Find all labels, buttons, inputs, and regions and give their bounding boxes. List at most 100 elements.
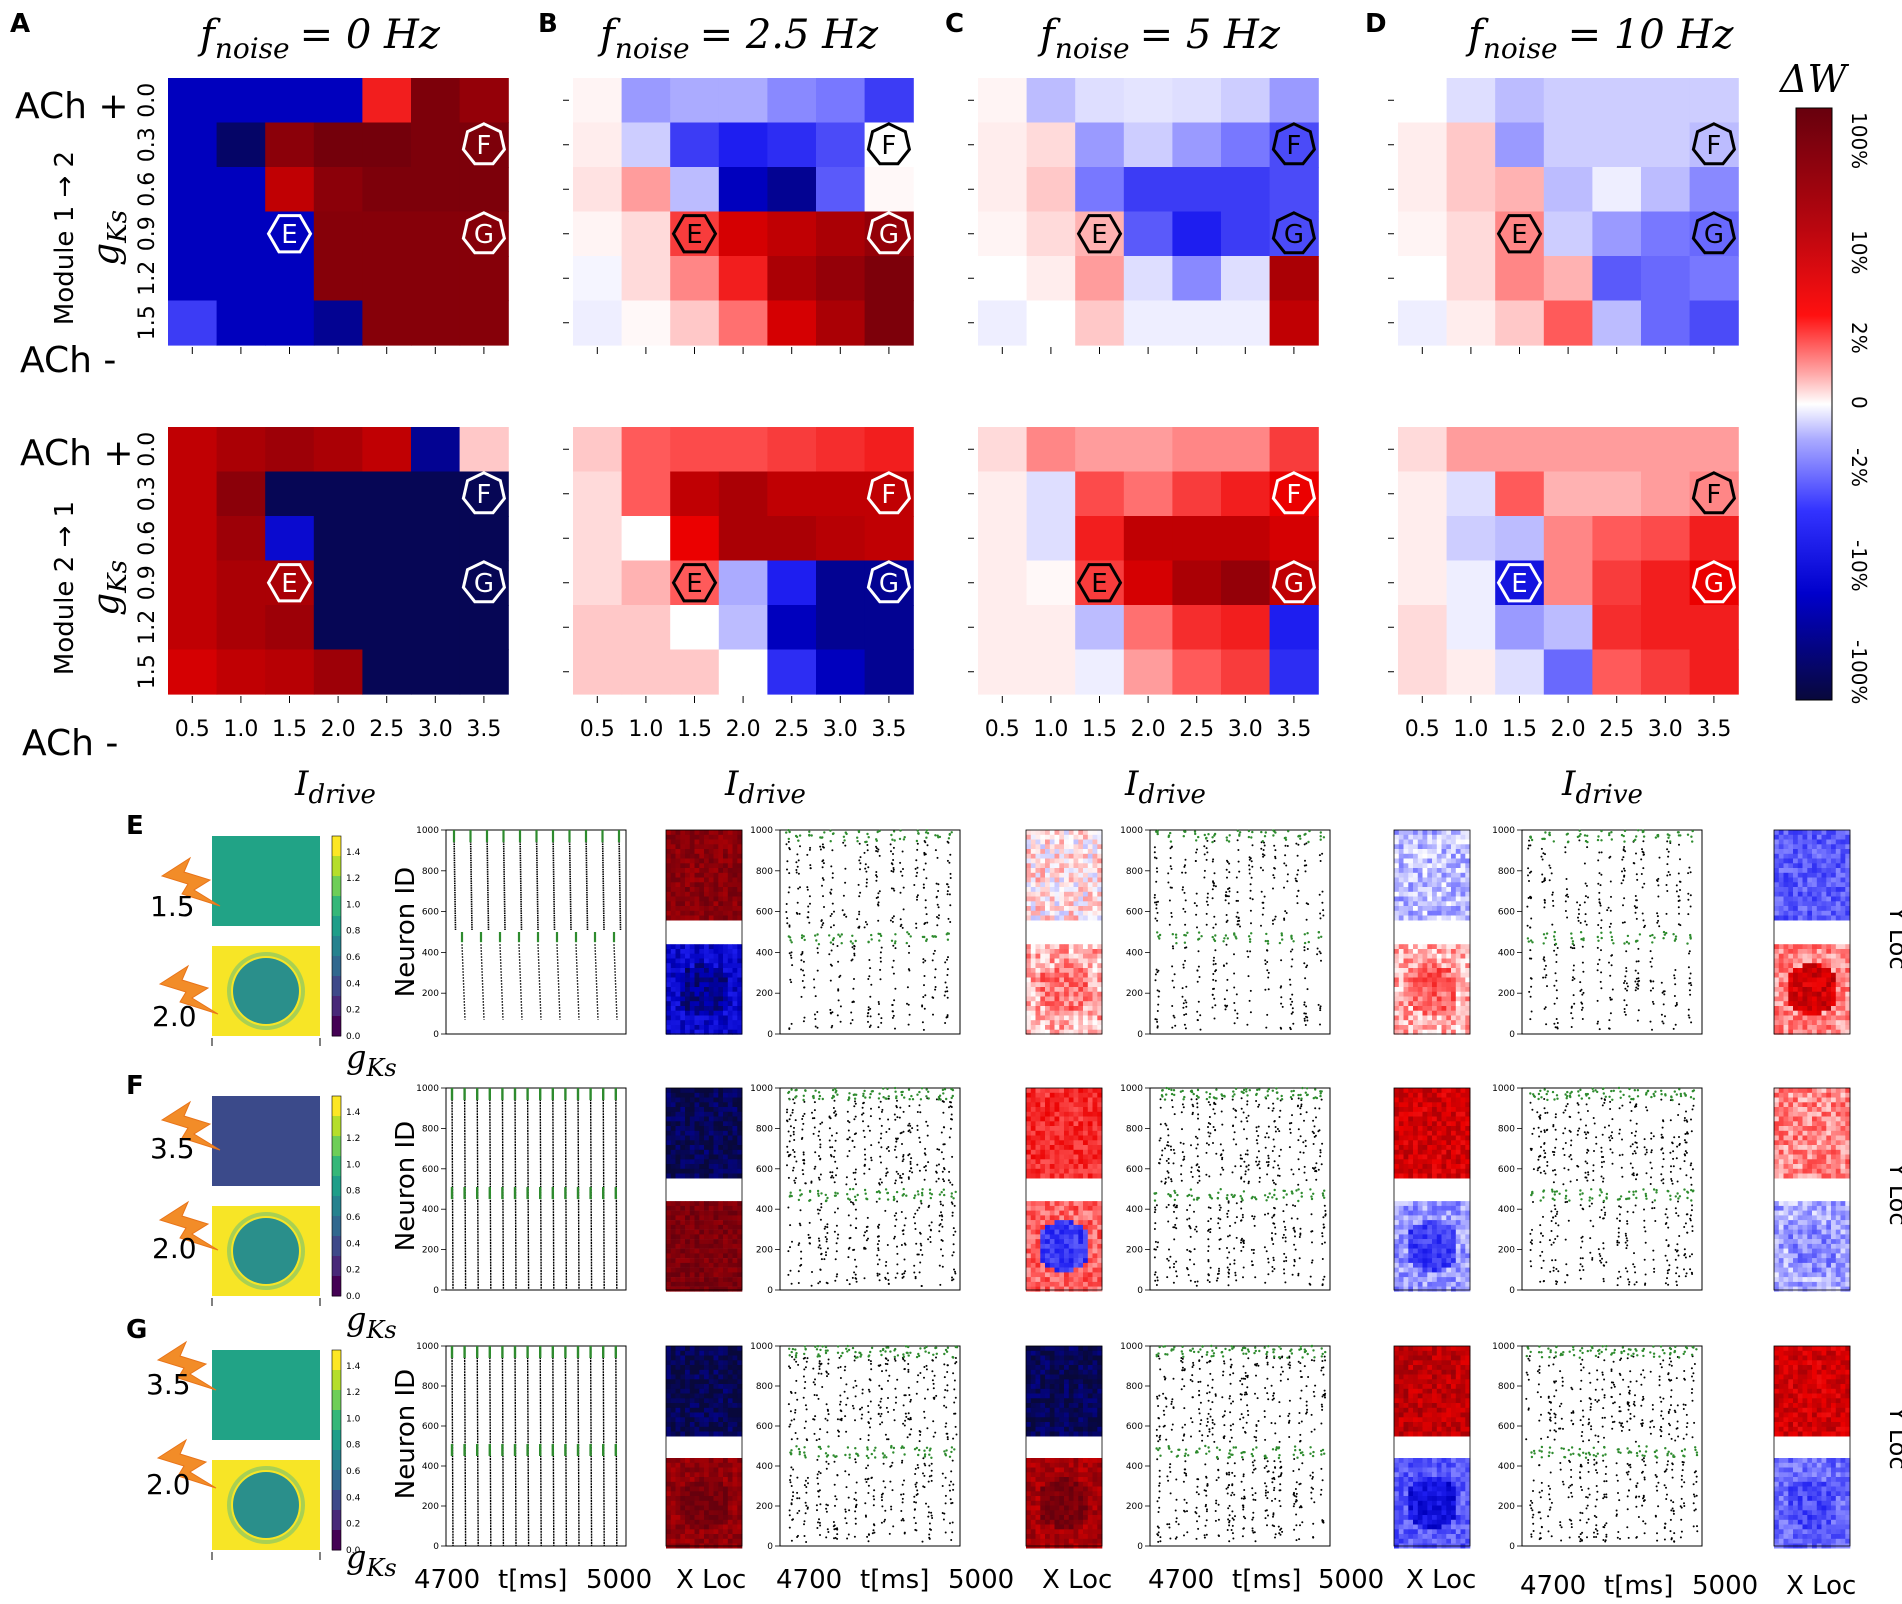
weight-pixel: [1394, 830, 1399, 835]
weight-pixel: [680, 839, 686, 845]
weight-pixel: [1451, 849, 1456, 854]
weight-pixel: [1465, 839, 1471, 845]
weight-pixel: [1408, 877, 1414, 883]
weight-pixel: [1422, 915, 1428, 921]
weight-pixel: [732, 830, 738, 835]
heatmap-cell: [718, 427, 768, 473]
weight-pixel: [675, 887, 681, 892]
weight-pixel: [1826, 963, 1832, 969]
weight-pixel: [1793, 1029, 1798, 1035]
weight-pixel: [1054, 968, 1060, 973]
spike-dot: [1236, 1012, 1239, 1015]
weight-pixel: [1413, 858, 1418, 864]
weight-pixel: [1446, 953, 1452, 959]
weight-pixel: [1059, 1029, 1065, 1035]
weight-pixel: [1073, 877, 1079, 883]
spike-dot: [1641, 848, 1643, 851]
weight-pixel: [737, 830, 743, 835]
weight-pixel: [704, 958, 709, 964]
weight-pixel: [1035, 863, 1041, 869]
heatmap-cell: [168, 78, 218, 124]
spike-dot: [837, 960, 840, 963]
weight-pixel: [685, 834, 690, 840]
spike-dot-exc: [1666, 833, 1670, 836]
weight-pixel: [1403, 972, 1409, 978]
weight-pixel: [1059, 906, 1065, 911]
weight-pixel: [1087, 949, 1093, 954]
weight-pixel: [1802, 830, 1808, 835]
weight-pixel: [685, 906, 690, 911]
weight-pixel: [713, 1164, 719, 1169]
weight-pixel: [1826, 1001, 1832, 1007]
spike-dot-exc: [1542, 942, 1545, 945]
marker-e: E: [1076, 214, 1123, 254]
raster-ytick-label: 1000: [416, 1084, 439, 1094]
spike-dot: [924, 899, 927, 902]
weight-pixel: [1778, 915, 1784, 921]
spike-dot: [836, 945, 839, 947]
weight-pixel: [1427, 882, 1433, 888]
weight-pixel: [1403, 977, 1409, 983]
spike-dot: [1607, 906, 1610, 909]
weight-pixel: [1783, 987, 1789, 992]
spike-dot: [814, 1018, 817, 1020]
spike-dot: [1205, 923, 1208, 926]
weight-pixel: [1054, 858, 1060, 864]
gks-colorbar-tick: 1.2: [346, 1134, 360, 1144]
weight-pixel: [1451, 877, 1456, 883]
weight-pixel: [1778, 896, 1784, 902]
weight-pixel: [689, 877, 695, 883]
spike-dot: [1233, 986, 1236, 989]
weight-pixel: [1068, 1015, 1074, 1021]
weight-pixel: [704, 877, 709, 883]
spike-dot: [802, 1020, 805, 1023]
weight-pixel: [1073, 901, 1079, 907]
weight-pixel: [670, 1126, 676, 1131]
weight-pixel: [1432, 915, 1437, 921]
spike-dot: [850, 1011, 853, 1014]
spike-dot: [1196, 1010, 1199, 1013]
weight-pixel: [1845, 1006, 1851, 1011]
weight-pixel: [723, 1025, 728, 1030]
weight-pixel: [1783, 858, 1789, 864]
spike-dot: [1636, 1019, 1639, 1022]
weight-pixel: [680, 1130, 686, 1136]
weight-pixel: [1394, 1025, 1399, 1030]
spike-dot: [786, 922, 789, 925]
heatmap-cell: [411, 560, 461, 606]
spike-dot-exc: [1596, 838, 1600, 842]
weight-pixel: [694, 1116, 700, 1122]
weight-pixel: [675, 963, 681, 969]
weight-pixel: [1422, 891, 1428, 897]
weight-pixel: [1451, 830, 1456, 835]
weight-pixel: [1460, 915, 1466, 921]
weight-pixel: [1460, 958, 1466, 964]
weight-pixel: [1422, 996, 1428, 1002]
weight-pixel: [1840, 977, 1846, 983]
weight-pixel: [1774, 858, 1779, 864]
weight-pixel: [1087, 858, 1093, 864]
weight-pixel: [1446, 834, 1452, 840]
weight-pixel: [1417, 1001, 1423, 1007]
spike-dot: [837, 988, 840, 991]
weight-pixel: [704, 1116, 709, 1122]
weight-pixel: [666, 1229, 671, 1235]
weight-pixel: [1826, 839, 1832, 845]
weight-pixel: [670, 877, 676, 883]
weight-pixel: [1064, 915, 1069, 921]
weight-pixel: [1774, 953, 1779, 959]
spike-dot: [822, 862, 825, 865]
marker-label: E: [1091, 220, 1107, 250]
spike-dot-exc: [1567, 840, 1570, 843]
weight-pixel: [1455, 830, 1461, 835]
spike-dot: [1291, 993, 1294, 996]
spike-dot: [1250, 922, 1252, 925]
weight-pixel: [1840, 891, 1846, 897]
weight-pixel: [704, 1092, 709, 1098]
weight-pixel: [1427, 982, 1433, 988]
weight-pixel: [1064, 953, 1069, 959]
heatmap-cell: [265, 78, 315, 124]
heatmap-cell: [1269, 256, 1319, 302]
weight-pixel: [680, 849, 686, 854]
weight-pixel: [1821, 906, 1827, 911]
